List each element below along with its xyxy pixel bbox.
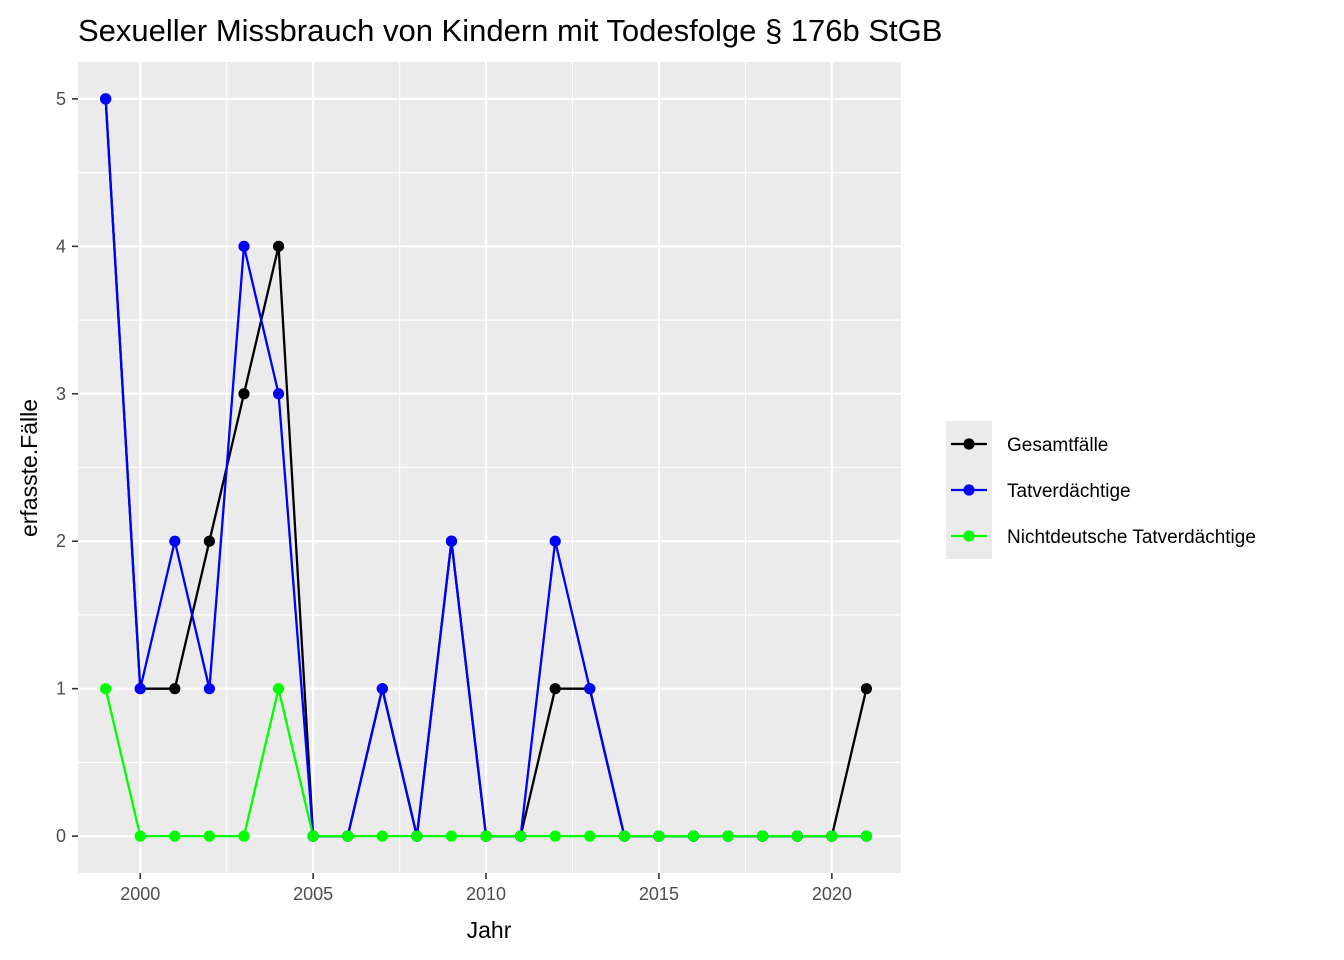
x-axis-title: Jahr (467, 917, 512, 943)
data-point-series-3 (203, 830, 216, 842)
data-point-series-3 (342, 830, 354, 842)
data-point-series-1 (549, 683, 561, 695)
data-point-series-2 (549, 535, 561, 547)
x-axis: 2000 2005 2010 2015 2020 (120, 873, 852, 904)
data-point-series-2 (134, 683, 146, 695)
data-point-series-2 (100, 93, 112, 105)
minor-gridlines (78, 62, 901, 873)
data-point-series-3 (653, 830, 665, 842)
data-point-series-2 (376, 683, 388, 695)
data-point-series-3 (445, 830, 458, 842)
data-point-series-2 (272, 388, 285, 400)
data-point-series-3 (757, 830, 769, 842)
y-tick-label: 1 (56, 679, 66, 699)
y-tick-label: 2 (56, 531, 66, 551)
data-point-series-2 (169, 535, 181, 547)
data-point-series-3 (618, 830, 630, 842)
data-point-series-3 (134, 830, 146, 842)
data-point-series-3 (687, 830, 700, 842)
data-point-series-3 (515, 830, 527, 842)
y-tick-label: 5 (56, 89, 66, 109)
data-point-series-2 (238, 240, 250, 252)
data-point-series-3 (722, 830, 734, 842)
data-point-series-3 (549, 830, 561, 842)
x-tick-label: 2015 (639, 884, 679, 904)
legend-label: Tatverdächtige (1007, 481, 1131, 502)
data-point-series-3 (307, 830, 319, 842)
legend-key-point (963, 484, 975, 496)
x-tick-label: 2010 (466, 884, 506, 904)
data-point-series-1 (272, 240, 285, 252)
legend-key-point (963, 438, 975, 450)
legend-label: Nichtdeutsche Tatverdächtige (1007, 527, 1256, 548)
data-point-series-2 (445, 535, 458, 547)
data-point-series-3 (100, 683, 112, 695)
data-point-series-3 (480, 830, 492, 842)
data-point-series-2 (203, 683, 216, 695)
data-point-series-3 (238, 830, 250, 842)
legend-label: Gesamtfälle (1007, 435, 1108, 456)
data-point-series-3 (860, 830, 873, 842)
legend-key-point (963, 530, 975, 542)
data-point-series-3 (376, 830, 388, 842)
y-tick-label: 4 (56, 236, 66, 256)
series-points (100, 93, 873, 842)
data-point-series-3 (791, 830, 803, 842)
data-point-series-1 (169, 683, 181, 695)
data-point-series-3 (411, 830, 423, 842)
data-point-series-2 (584, 683, 596, 695)
chart-title: Sexueller Missbrauch von Kindern mit Tod… (78, 13, 942, 48)
y-axis-title: erfasste.Fälle (16, 399, 42, 537)
data-point-series-3 (826, 830, 838, 842)
data-point-series-1 (860, 683, 873, 695)
y-axis: 0 1 2 3 4 5 (56, 89, 78, 846)
data-point-series-3 (169, 830, 181, 842)
y-tick-label: 3 (56, 384, 66, 404)
x-tick-label: 2000 (120, 884, 160, 904)
legend: Gesamtfälle Tatverdächtige Nichtdeutsche T… (946, 421, 1256, 559)
x-tick-label: 2005 (293, 884, 333, 904)
y-tick-label: 0 (56, 826, 66, 846)
data-point-series-1 (203, 535, 216, 547)
data-point-series-1 (238, 388, 250, 400)
data-point-series-3 (272, 683, 285, 695)
data-point-series-3 (584, 830, 596, 842)
x-tick-label: 2020 (812, 884, 852, 904)
